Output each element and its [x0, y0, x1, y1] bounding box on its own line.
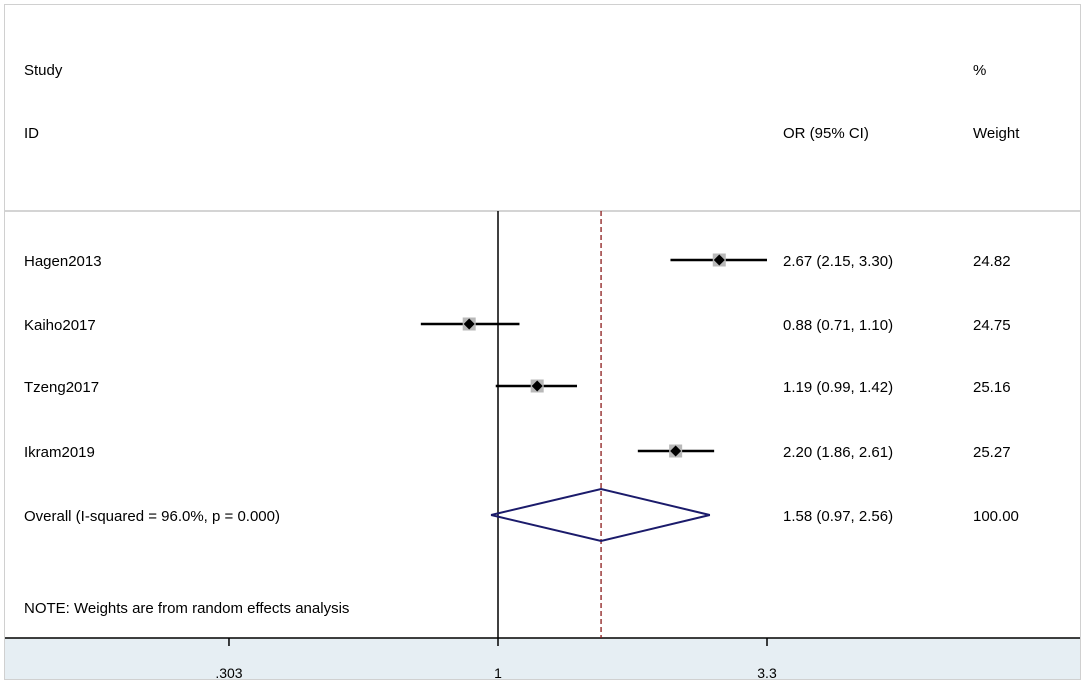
study-label: Kaiho2017	[24, 317, 96, 334]
x-tick-label: 1	[494, 665, 502, 681]
x-axis-ticks: .303 1 3.3	[215, 638, 777, 681]
weight-text: 25.16	[973, 379, 1011, 396]
weight-text: 24.75	[973, 317, 1011, 334]
overall-weight-text: 100.00	[973, 508, 1019, 525]
header-study: Study	[24, 62, 63, 79]
study-label: Ikram2019	[24, 444, 95, 461]
note-text: NOTE: Weights are from random effects an…	[24, 600, 349, 617]
ci-text: 2.67 (2.15, 3.30)	[783, 253, 893, 270]
overall-ci-text: 1.58 (0.97, 2.56)	[783, 508, 893, 525]
point-estimate	[531, 380, 543, 392]
study-label: Hagen2013	[24, 253, 102, 270]
overall-label: Overall (I-squared = 96.0%, p = 0.000)	[24, 508, 280, 525]
header-weight: Weight	[973, 125, 1020, 142]
header-percent: %	[973, 62, 986, 79]
study-label: Tzeng2017	[24, 379, 99, 396]
header-id: ID	[24, 125, 39, 142]
axis-band	[5, 638, 1080, 679]
point-estimate	[670, 445, 682, 457]
weight-text: 25.27	[973, 444, 1011, 461]
header-or: OR (95% CI)	[783, 125, 869, 142]
point-estimate	[463, 318, 475, 330]
x-tick-label: 3.3	[757, 665, 777, 681]
plot-frame	[4, 4, 1081, 680]
weight-text: 24.82	[973, 253, 1011, 270]
point-estimate	[713, 254, 725, 266]
overall-diamond	[490, 487, 711, 543]
study-rows: Hagen2013 2.67 (2.15, 3.30) 24.82 Kaiho2017…	[24, 253, 1011, 461]
x-tick-label: .303	[215, 665, 242, 681]
ci-text: 2.20 (1.86, 2.61)	[783, 444, 893, 461]
ci-text: 1.19 (0.99, 1.42)	[783, 379, 893, 396]
ci-text: 0.88 (0.71, 1.10)	[783, 317, 893, 334]
